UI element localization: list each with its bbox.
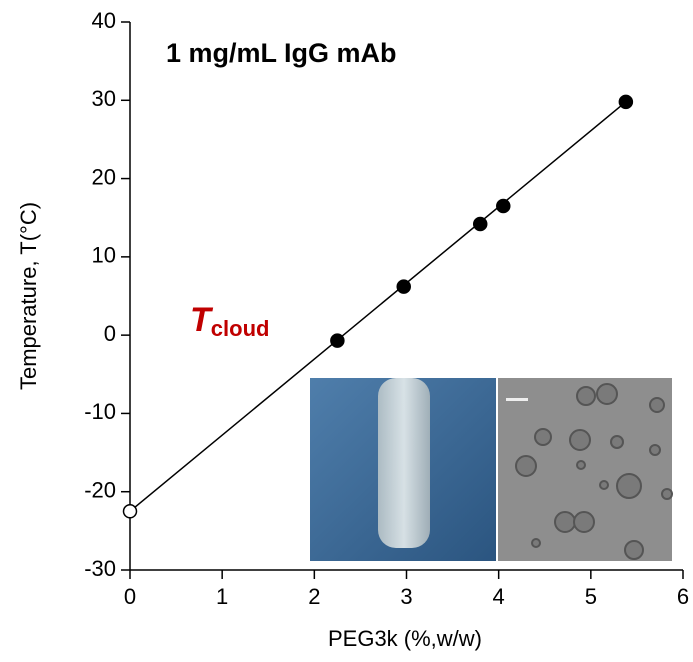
data-point: [331, 334, 344, 347]
x-axis-label: PEG3k (%,w/w): [328, 626, 482, 651]
data-point: [397, 280, 410, 293]
page: PEG3k (%,w/w) Temperature, T(°C) -30 -20 -…: [0, 0, 693, 662]
data-point: [474, 217, 487, 230]
chart: PEG3k (%,w/w) Temperature, T(°C) -30 -20 -…: [0, 0, 693, 662]
x-tick-label: 5: [585, 584, 597, 609]
y-tick-label: 10: [92, 243, 116, 268]
data-point: [124, 505, 137, 518]
x-tick-label: 6: [677, 584, 689, 609]
y-tick-label: 40: [92, 8, 116, 33]
y-tick-label: -10: [84, 399, 116, 424]
x-tick-label: 4: [493, 584, 505, 609]
annotation: Tcloud: [190, 301, 269, 341]
y-axis-label: Temperature, T(°C): [16, 202, 41, 390]
data-point: [497, 199, 510, 212]
y-tick-label: 30: [92, 86, 116, 111]
x-tick-label: 0: [124, 584, 136, 609]
y-tick-label: 20: [92, 164, 116, 189]
x-tick-label: 2: [308, 584, 320, 609]
y-tick-label: -20: [84, 478, 116, 503]
annotation: 1 mg/mL IgG mAb: [166, 38, 397, 68]
y-tick-label: 0: [104, 321, 116, 346]
y-tick-label: -30: [84, 556, 116, 581]
inset-photos: [310, 378, 672, 561]
x-tick-label: 1: [216, 584, 228, 609]
x-tick-label: 3: [400, 584, 412, 609]
data-point: [619, 95, 632, 108]
annotation-subscript: cloud: [211, 316, 270, 341]
